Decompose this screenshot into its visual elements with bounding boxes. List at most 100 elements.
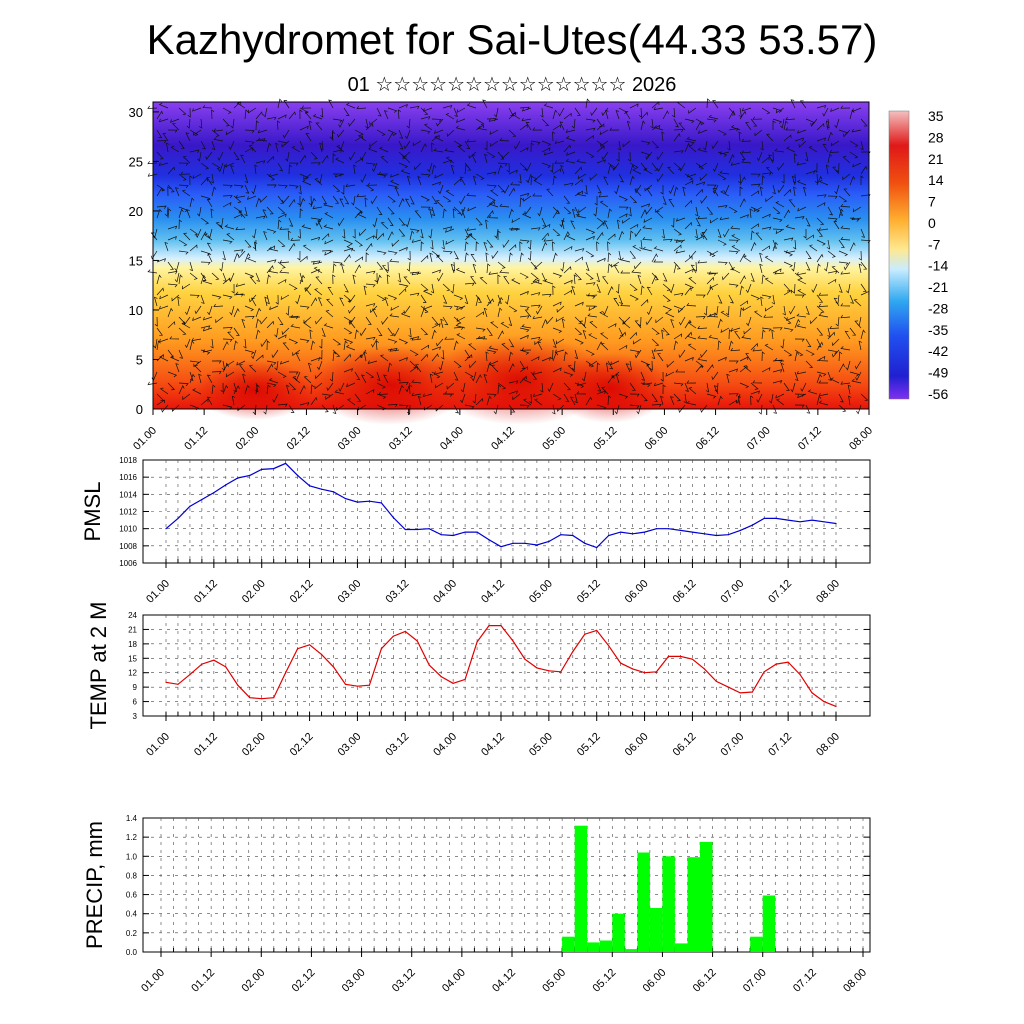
- wind-barb: [768, 154, 774, 164]
- wind-barb: [728, 250, 739, 255]
- wind-barb: [417, 176, 422, 186]
- wind-barb: [194, 305, 202, 315]
- wind-barb: [347, 398, 356, 406]
- wind-barb: [398, 357, 408, 362]
- wind-barb: [574, 272, 582, 281]
- wind-barb: [484, 153, 488, 164]
- wind-barb: [560, 261, 565, 272]
- wind-barb: [464, 282, 475, 286]
- wind-barb: [690, 264, 697, 274]
- wind-barb: [376, 382, 386, 389]
- wind-barb: [413, 162, 422, 171]
- wind-barb: [816, 371, 827, 377]
- wind-barb: [651, 272, 659, 281]
- wind-barb: [367, 146, 378, 153]
- wind-barb: [761, 294, 772, 300]
- wind-barb: [167, 382, 176, 391]
- wind-barb: [365, 336, 376, 341]
- wind-barb: [475, 327, 486, 332]
- wind-barb: [629, 175, 635, 186]
- wind-barb: [156, 327, 163, 336]
- data-point: [823, 521, 825, 523]
- wind-barb: [700, 195, 708, 204]
- wind-barb: [596, 257, 606, 263]
- wind-barb: [764, 255, 774, 263]
- wind-barb: [431, 316, 439, 325]
- precip-bar: [612, 913, 625, 952]
- wind-barb: [171, 294, 180, 302]
- wind-barb: [387, 129, 397, 136]
- wind-barb: [852, 162, 862, 168]
- wind-barb: [153, 296, 158, 307]
- wind-barb: [452, 208, 456, 219]
- wind-barb: [660, 395, 664, 406]
- wind-barb: [420, 116, 431, 120]
- wind-barb: [299, 255, 308, 263]
- wind-barb: [206, 242, 213, 252]
- wind-barb: [427, 162, 433, 173]
- wind-barb: [794, 338, 805, 342]
- wind-barb: [189, 373, 195, 384]
- wind-barb: [508, 305, 518, 313]
- wind-barb: [420, 129, 431, 134]
- wind-barb: [182, 283, 191, 290]
- wind-barb: [797, 278, 807, 285]
- data-point: [667, 655, 670, 658]
- wind-barb: [287, 230, 291, 241]
- wind-barb: [708, 271, 719, 275]
- wind-barb: [277, 239, 286, 247]
- wind-barb: [262, 107, 268, 118]
- wind-barb: [532, 279, 543, 285]
- wind-barb: [384, 296, 389, 307]
- wind-barb: [354, 157, 364, 164]
- data-point: [703, 533, 706, 535]
- wind-barb: [411, 337, 422, 341]
- wind-barb: [324, 239, 334, 245]
- wind-barb: [409, 349, 419, 357]
- wind-barb: [255, 111, 263, 120]
- wind-barb: [304, 283, 312, 292]
- wind-barb: [563, 245, 573, 252]
- wind-barb: [585, 360, 595, 368]
- wind-barb: [260, 316, 268, 325]
- wind-barb: [753, 206, 763, 213]
- wind-barb: [797, 206, 807, 212]
- wind-barb: [398, 129, 404, 139]
- wind-barb: [365, 235, 375, 241]
- wind-barb: [777, 162, 785, 171]
- wind-barb: [720, 310, 730, 318]
- wind-barb: [343, 254, 351, 263]
- wind-barb: [816, 228, 823, 237]
- wind-barb: [488, 345, 499, 351]
- wind-barb: [282, 195, 290, 204]
- wind-barb: [398, 338, 409, 345]
- wind-barb: [445, 239, 455, 245]
- wind-barb: [772, 404, 778, 414]
- colorbar-label: 28: [928, 129, 944, 145]
- wind-barb: [765, 305, 774, 312]
- wind-barb: [466, 103, 477, 109]
- wind-barb: [632, 244, 642, 252]
- wind-barb: [309, 329, 313, 340]
- wind-barb: [200, 162, 210, 170]
- wind-barb: [356, 193, 367, 198]
- wind-barb: [453, 140, 463, 148]
- wind-barb: [843, 261, 851, 271]
- wind-barb: [312, 114, 323, 120]
- wind-barb: [266, 265, 274, 274]
- wind-barb: [371, 162, 378, 173]
- wind-barb: [343, 195, 350, 205]
- wind-barb: [189, 175, 193, 186]
- wind-barb: [600, 342, 609, 351]
- wind-barb: [192, 173, 202, 180]
- wind-barb: [775, 393, 785, 399]
- wind-barb: [579, 320, 587, 329]
- wind-barb: [739, 382, 750, 389]
- wind-barb: [618, 294, 623, 304]
- wind-barb: [552, 209, 560, 219]
- data-point: [548, 540, 550, 543]
- wind-barb: [708, 313, 719, 318]
- wind-barb: [803, 229, 807, 239]
- wind-barb: [629, 331, 638, 340]
- wind-barb: [521, 117, 532, 122]
